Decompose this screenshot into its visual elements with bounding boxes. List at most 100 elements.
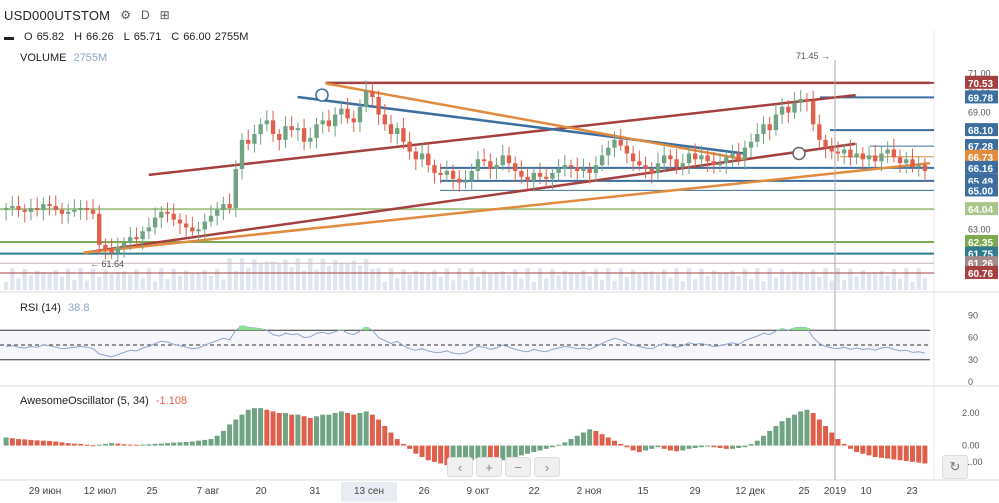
price-badge-label: 66.73 bbox=[968, 153, 993, 164]
candle-body bbox=[388, 124, 394, 134]
collapse-icon[interactable]: ▬ bbox=[4, 31, 14, 43]
close-value: 66.00 bbox=[183, 31, 211, 43]
ao-bar bbox=[692, 445, 698, 449]
ao-bar bbox=[314, 416, 319, 446]
candle-body bbox=[47, 204, 52, 206]
candle-body bbox=[376, 97, 381, 115]
reset-chart-button[interactable]: ↻ bbox=[942, 455, 968, 479]
price-badge-label: 69.78 bbox=[968, 93, 993, 104]
candle-body bbox=[562, 165, 568, 170]
ao-bar bbox=[115, 443, 121, 446]
candle-body bbox=[450, 170, 456, 179]
scroll-right-button[interactable]: › bbox=[534, 457, 560, 477]
ao-value: -1.108 bbox=[155, 395, 188, 407]
ao-bar bbox=[761, 435, 766, 446]
price-badge-label: 61.75 bbox=[968, 250, 993, 261]
x-tick-label: 7 авг bbox=[197, 486, 220, 497]
rsi-tick-label: 90 bbox=[968, 310, 978, 320]
candle-body bbox=[593, 165, 599, 173]
volume-bar bbox=[730, 270, 735, 290]
zoom-out-button[interactable]: − bbox=[505, 457, 531, 477]
ohlc-legend: ▬ O 65.82 H 66.26 L 65.71 C 66.00 2755M bbox=[0, 31, 248, 43]
ao-bar bbox=[487, 445, 493, 459]
timeframe-selector[interactable]: D bbox=[140, 8, 150, 22]
volume-bar bbox=[556, 275, 561, 290]
volume-bar bbox=[724, 272, 729, 290]
ao-bar bbox=[481, 445, 487, 457]
scroll-left-button[interactable]: ‹ bbox=[447, 457, 473, 477]
candle-body bbox=[84, 207, 89, 210]
ao-axis-ticks: 2.00 0.00 -1.00 bbox=[962, 408, 983, 467]
candle-body bbox=[829, 147, 834, 152]
rsi-line bbox=[6, 325, 926, 358]
volume-bar bbox=[786, 274, 791, 290]
candle-body bbox=[3, 207, 9, 210]
low-price-annotation: ← 61.64 bbox=[90, 259, 124, 269]
ao-bar bbox=[909, 445, 915, 462]
volume-bar bbox=[140, 277, 145, 290]
candle-body bbox=[916, 165, 921, 168]
ao-bar bbox=[804, 409, 810, 446]
volume-bar bbox=[78, 268, 83, 290]
ao-bar bbox=[22, 439, 28, 446]
volume-bar bbox=[90, 268, 96, 290]
price-badge bbox=[965, 149, 998, 163]
ao-bar bbox=[47, 441, 53, 446]
volume-bar bbox=[426, 273, 431, 290]
candle-body bbox=[618, 139, 623, 146]
ao-bar bbox=[96, 444, 102, 446]
symbol-name[interactable]: USD000UTSTOM bbox=[4, 7, 111, 23]
ao-bar bbox=[264, 409, 270, 446]
x-tick-label: 23 bbox=[906, 486, 918, 497]
price-badge-label: 66.16 bbox=[968, 164, 993, 175]
candle-body bbox=[767, 124, 772, 131]
ao-bar bbox=[580, 432, 586, 446]
candle-body bbox=[382, 114, 387, 125]
ao-bar bbox=[531, 445, 537, 453]
x-tick-label: 9 окт bbox=[467, 486, 490, 497]
candle-body bbox=[332, 114, 338, 127]
volume-bar bbox=[308, 258, 313, 290]
candle-body bbox=[357, 106, 363, 123]
volume-bar bbox=[376, 268, 381, 290]
trend-anchor-handle bbox=[792, 146, 806, 161]
price-badge bbox=[965, 265, 998, 279]
candle-body bbox=[97, 213, 102, 245]
candle-body bbox=[339, 108, 344, 115]
price-badge-label: 65.49 bbox=[968, 177, 993, 188]
volume-bar bbox=[16, 278, 21, 290]
trend-line bbox=[297, 95, 745, 155]
price-badge bbox=[965, 235, 998, 248]
candle-body bbox=[233, 169, 238, 208]
ao-bar bbox=[500, 445, 506, 461]
ao-bar bbox=[189, 441, 195, 446]
gear-icon[interactable]: ⚙ bbox=[120, 8, 131, 22]
volume-bar bbox=[41, 272, 46, 290]
volume-bar bbox=[239, 258, 245, 290]
zoom-in-button[interactable]: + bbox=[476, 457, 502, 477]
volume-bar bbox=[382, 281, 387, 290]
candle-body bbox=[165, 211, 170, 214]
compare-icon[interactable]: ⊞ bbox=[159, 8, 170, 22]
volume-bar bbox=[773, 277, 779, 290]
candle-body bbox=[922, 165, 928, 171]
ao-bar bbox=[245, 409, 251, 446]
ao-bar bbox=[624, 445, 630, 448]
candle-body bbox=[817, 124, 822, 140]
candle-body bbox=[239, 139, 245, 170]
volume-bar bbox=[779, 269, 785, 290]
ao-bar bbox=[444, 445, 450, 466]
candle-body bbox=[798, 98, 803, 103]
volume-bar bbox=[717, 272, 723, 290]
volume-bar bbox=[873, 272, 878, 290]
volume-bar bbox=[152, 281, 158, 290]
rsi-overbought-fill bbox=[238, 325, 246, 331]
rsi-name: RSI (14) bbox=[20, 302, 61, 314]
volume-bar bbox=[301, 270, 307, 290]
volume-bar bbox=[500, 270, 505, 290]
x-tick-label: 2019 bbox=[824, 486, 847, 497]
candle-body bbox=[897, 157, 903, 164]
candle-body bbox=[854, 153, 859, 158]
volume-bar bbox=[84, 280, 89, 290]
